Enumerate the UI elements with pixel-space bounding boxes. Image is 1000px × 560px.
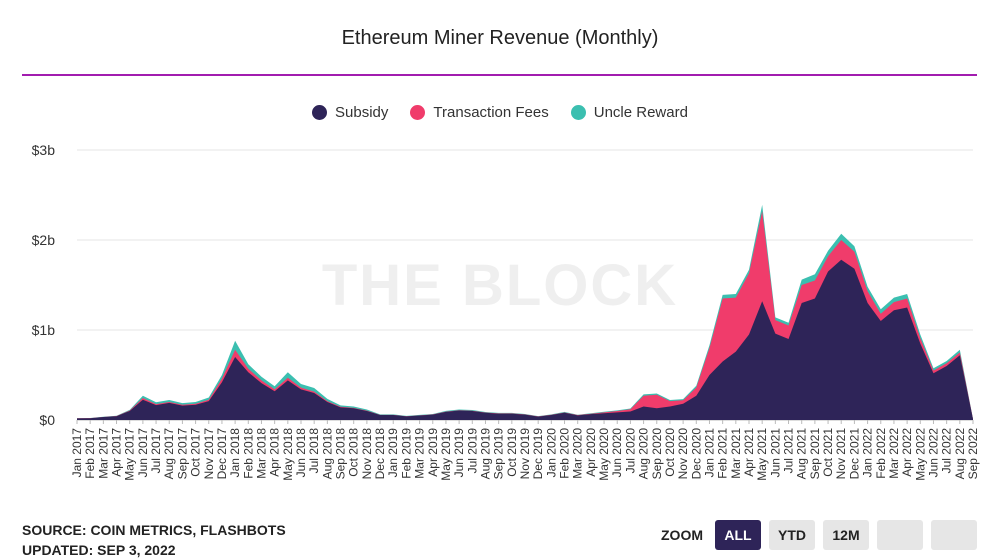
x-tick-label: Sep 2020 — [650, 428, 664, 480]
zoom-12m-button[interactable]: 12M — [823, 520, 869, 550]
x-tick-label: Jun 2022 — [926, 428, 940, 478]
zoom-controls: ZOOM ALL YTD 12M — [661, 520, 977, 550]
x-tick-label: May 2021 — [755, 428, 769, 481]
zoom-blank-button-2[interactable] — [931, 520, 977, 550]
x-tick-label: Jan 2017 — [70, 428, 84, 478]
x-tick-label: Sep 2022 — [966, 428, 980, 480]
legend-item-transaction-fees[interactable]: Transaction Fees — [410, 104, 549, 121]
x-tick-label: Jul 2017 — [149, 428, 163, 474]
x-tick-label: Sep 2017 — [175, 428, 189, 480]
x-tick-label: May 2017 — [123, 428, 137, 481]
legend-label-uncle-reward: Uncle Reward — [593, 104, 688, 121]
x-tick-label: May 2020 — [597, 428, 611, 481]
x-tick-label: Jun 2017 — [136, 428, 150, 478]
x-tick-label: Jun 2019 — [452, 428, 466, 478]
x-tick-label: Feb 2021 — [716, 428, 730, 479]
x-tick-label: Dec 2018 — [373, 428, 387, 480]
y-tick-label: $1b — [32, 322, 56, 338]
x-tick-label: Aug 2021 — [795, 428, 809, 480]
legend-label-subsidy: Subsidy — [335, 104, 389, 121]
zoom-all-button[interactable]: ALL — [715, 520, 761, 550]
x-tick-label: Apr 2019 — [426, 428, 440, 477]
x-tick-label: Jun 2020 — [610, 428, 624, 478]
x-tick-label: Jul 2022 — [940, 428, 954, 474]
x-tick-label: Nov 2019 — [518, 428, 532, 480]
x-tick-label: Dec 2019 — [531, 428, 545, 480]
x-tick-label: Apr 2021 — [742, 428, 756, 477]
x-tick-label: Jan 2021 — [702, 428, 716, 478]
y-tick-label: $3b — [32, 142, 56, 158]
legend-item-uncle-reward[interactable]: Uncle Reward — [570, 104, 688, 121]
watermark: THE BLOCK — [321, 253, 679, 318]
legend-marker-transaction-fees — [410, 105, 426, 120]
x-tick-label: Feb 2017 — [83, 428, 97, 479]
x-tick-label: Apr 2022 — [900, 428, 914, 477]
x-tick-label: Mar 2022 — [887, 428, 901, 479]
x-tick-label: Jan 2020 — [544, 428, 558, 478]
y-tick-label: $2b — [32, 232, 56, 248]
x-tick-label: Feb 2020 — [558, 428, 572, 479]
x-tick-label: Jul 2020 — [623, 428, 637, 474]
x-tick-label: Mar 2017 — [96, 428, 110, 479]
y-tick-label: $0 — [39, 412, 55, 428]
x-tick-label: Nov 2020 — [676, 428, 690, 480]
zoom-label: ZOOM — [661, 527, 703, 543]
x-tick-label: Jul 2018 — [307, 428, 321, 474]
x-tick-label: Nov 2018 — [360, 428, 374, 480]
legend: Subsidy Transaction Fees Uncle Reward — [0, 104, 1000, 121]
x-tick-label: Jan 2022 — [861, 428, 875, 478]
x-tick-label: Aug 2017 — [162, 428, 176, 480]
legend-label-transaction-fees: Transaction Fees — [433, 104, 549, 121]
x-tick-label: Jul 2021 — [782, 428, 796, 474]
legend-marker-subsidy — [312, 105, 328, 120]
x-tick-label: Aug 2020 — [637, 428, 651, 480]
x-tick-label: Aug 2022 — [953, 428, 967, 480]
x-tick-label: Aug 2018 — [320, 428, 334, 480]
chart-title: Ethereum Miner Revenue (Monthly) — [341, 27, 659, 49]
x-tick-label: Dec 2021 — [847, 428, 861, 480]
x-tick-label: Feb 2022 — [874, 428, 888, 479]
x-tick-label: Mar 2018 — [254, 428, 268, 479]
x-tick-label: Dec 2020 — [689, 428, 703, 480]
x-tick-label: Mar 2020 — [571, 428, 585, 479]
x-tick-label: Oct 2019 — [505, 428, 519, 477]
x-tick-label: Oct 2018 — [347, 428, 361, 477]
x-tick-label: Mar 2019 — [413, 428, 427, 479]
x-tick-label: Mar 2021 — [729, 428, 743, 479]
legend-item-subsidy[interactable]: Subsidy — [312, 104, 388, 121]
x-tick-label: Oct 2020 — [663, 428, 677, 477]
zoom-ytd-button[interactable]: YTD — [769, 520, 815, 550]
x-tick-label: Apr 2017 — [110, 428, 124, 477]
x-tick-label: Feb 2018 — [241, 428, 255, 479]
x-tick-label: Apr 2018 — [268, 428, 282, 477]
title-rule — [22, 74, 977, 76]
x-tick-label: May 2022 — [913, 428, 927, 481]
x-tick-label: Feb 2019 — [399, 428, 413, 479]
source-note: SOURCE: COIN METRICS, FLASHBOTS UPDATED:… — [22, 520, 286, 560]
x-tick-label: Jul 2019 — [465, 428, 479, 474]
area-subsidy — [77, 259, 973, 420]
x-tick-label: Sep 2021 — [808, 428, 822, 480]
x-tick-label: Sep 2018 — [334, 428, 348, 480]
x-tick-label: May 2018 — [281, 428, 295, 481]
x-tick-label: Apr 2020 — [584, 428, 598, 477]
x-tick-label: Sep 2019 — [492, 428, 506, 480]
x-tick-label: Aug 2019 — [478, 428, 492, 480]
x-tick-label: Oct 2021 — [821, 428, 835, 477]
x-tick-label: Oct 2017 — [189, 428, 203, 477]
x-tick-label: May 2019 — [439, 428, 453, 481]
source-text: SOURCE: COIN METRICS, FLASHBOTS — [22, 522, 286, 538]
updated-text: UPDATED: SEP 3, 2022 — [22, 542, 176, 558]
x-tick-label: Jan 2018 — [228, 428, 242, 478]
x-tick-label: Jun 2018 — [294, 428, 308, 478]
legend-marker-uncle-reward — [570, 105, 586, 120]
zoom-blank-button-1[interactable] — [877, 520, 923, 550]
x-tick-label: Nov 2021 — [834, 428, 848, 480]
x-tick-label: Jun 2021 — [768, 428, 782, 478]
x-tick-label: Nov 2017 — [202, 428, 216, 480]
x-tick-label: Dec 2017 — [215, 428, 229, 480]
x-tick-label: Jan 2019 — [386, 428, 400, 478]
